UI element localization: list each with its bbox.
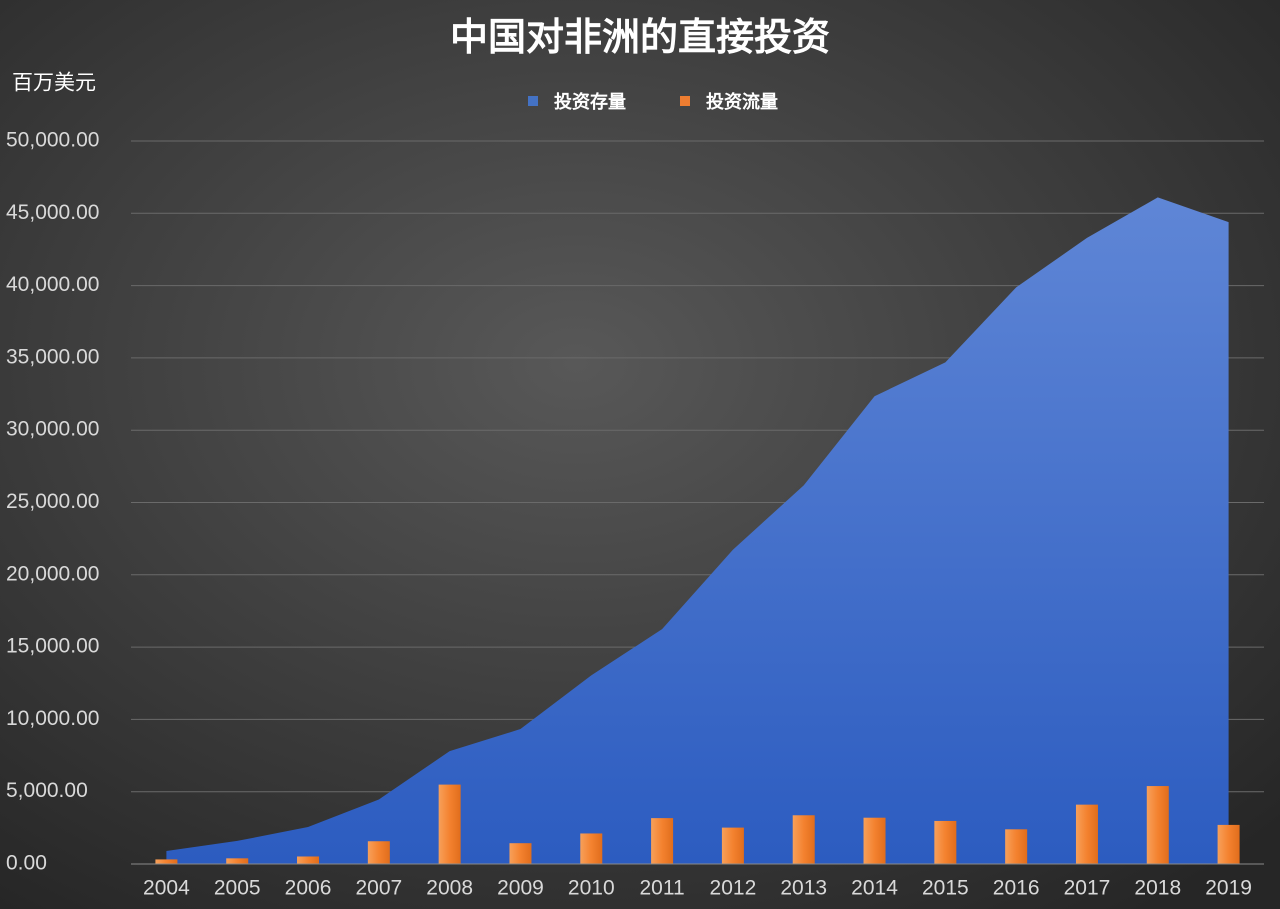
x-tick-label: 2006 xyxy=(285,877,332,900)
bar xyxy=(580,833,603,864)
legend-swatch xyxy=(680,96,690,106)
x-tick-label: 2005 xyxy=(214,877,261,900)
legend-swatch xyxy=(528,96,538,106)
area xyxy=(166,197,1229,864)
y-tick-label: 40,000.00 xyxy=(6,273,99,296)
bar xyxy=(438,784,461,864)
bar xyxy=(1005,829,1028,864)
x-tick-label: 2010 xyxy=(568,877,615,900)
x-tick-label: 2004 xyxy=(143,877,190,900)
bar xyxy=(863,817,886,864)
bar xyxy=(792,815,815,864)
bar xyxy=(226,858,249,864)
x-tick-label: 2013 xyxy=(780,877,827,900)
x-tick-label: 2008 xyxy=(426,877,473,900)
bar xyxy=(1146,786,1169,864)
bar xyxy=(509,843,532,864)
x-tick-label: 2017 xyxy=(1064,877,1111,900)
x-tick-label: 2009 xyxy=(497,877,544,900)
y-tick-label: 20,000.00 xyxy=(6,562,99,585)
bar xyxy=(155,859,178,864)
x-tick-label: 2016 xyxy=(993,877,1040,900)
x-tick-label: 2015 xyxy=(922,877,969,900)
y-tick-label: 30,000.00 xyxy=(6,418,99,441)
x-tick-label: 2019 xyxy=(1205,877,1252,900)
x-tick-label: 2014 xyxy=(851,877,898,900)
x-tick-label: 2011 xyxy=(640,877,685,900)
y-tick-label: 5,000.00 xyxy=(6,779,88,802)
x-tick-label: 2007 xyxy=(355,877,402,900)
bar xyxy=(721,827,744,864)
y-axis-label: 百万美元 xyxy=(12,72,96,95)
legend-label: 投资流量 xyxy=(706,91,778,112)
bar xyxy=(297,856,320,864)
y-tick-label: 50,000.00 xyxy=(6,129,99,152)
y-tick-label: 35,000.00 xyxy=(6,345,99,368)
x-tick-label: 2012 xyxy=(710,877,757,900)
bar xyxy=(1217,824,1240,864)
y-tick-label: 10,000.00 xyxy=(6,707,99,730)
y-tick-label: 0.00 xyxy=(6,852,47,875)
chart-title: 中国对非洲的直接投资 xyxy=(450,17,830,59)
x-tick-label: 2018 xyxy=(1134,877,1181,900)
y-tick-label: 15,000.00 xyxy=(6,635,99,658)
bar xyxy=(651,818,674,864)
bar xyxy=(1075,804,1098,864)
bar xyxy=(367,841,390,864)
y-tick-label: 45,000.00 xyxy=(6,201,99,224)
y-tick-label: 25,000.00 xyxy=(6,490,99,513)
legend-label: 投资存量 xyxy=(554,91,626,112)
bar xyxy=(934,820,957,864)
